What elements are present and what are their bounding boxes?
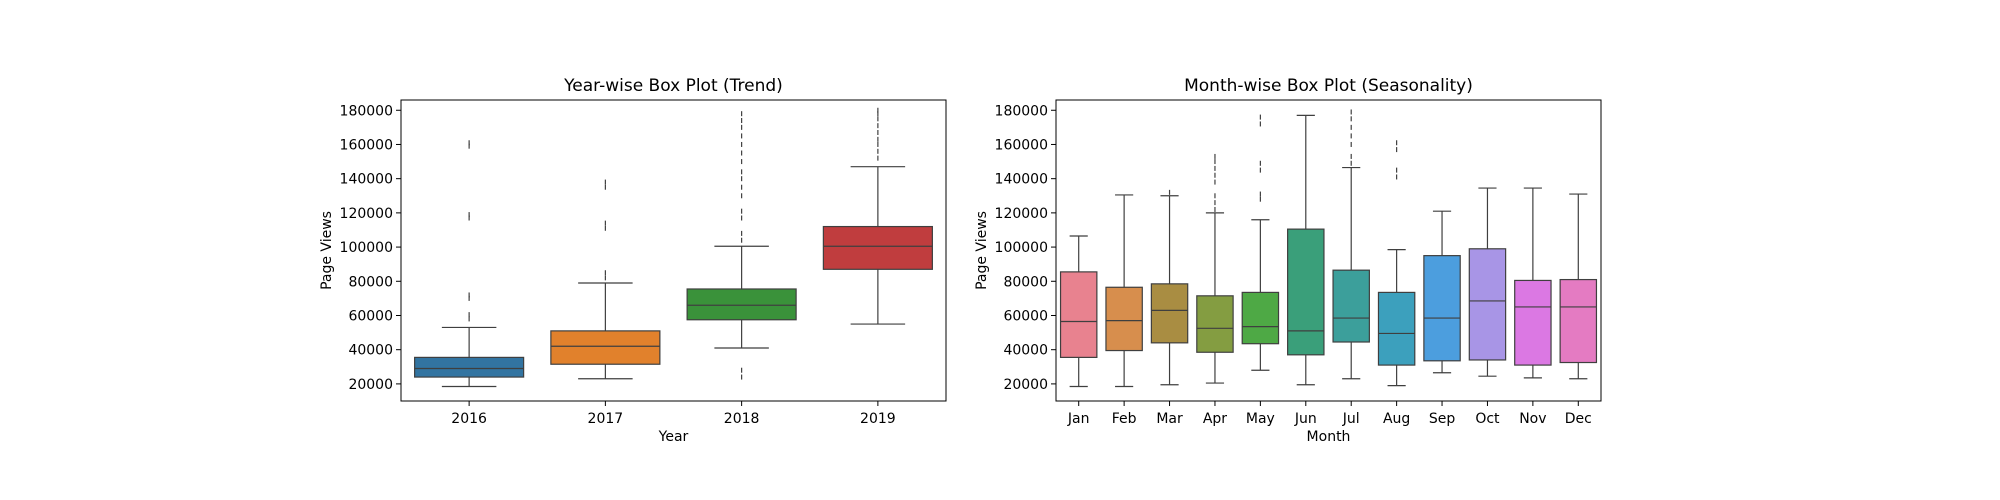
y-tick-label: 100000 <box>995 240 1048 256</box>
box-2018-group <box>686 111 797 380</box>
box-Apr-group <box>1196 153 1234 384</box>
box-Jun-group <box>1287 114 1325 386</box>
x-tick-label: Jun <box>1294 411 1317 427</box>
box-Aug-iqr <box>1377 291 1416 366</box>
y-tick-label: 60000 <box>1003 308 1048 324</box>
y-tick-label: 140000 <box>995 172 1048 188</box>
y-tick-label: 160000 <box>340 137 393 153</box>
box-2017-group <box>550 179 661 380</box>
box-Nov-group <box>1514 187 1552 379</box>
x-tick-label: Jul <box>1342 411 1360 427</box>
box-Jun-iqr <box>1287 228 1325 356</box>
y-tick-label: 80000 <box>1003 274 1048 290</box>
x-tick-label: Apr <box>1203 411 1227 427</box>
year-wise-panel: 20000 40000 60000 80000 100000 120000 140000 16… <box>319 76 947 445</box>
y-tick-label: 40000 <box>348 343 393 359</box>
x-axis-label: Year <box>658 429 689 445</box>
box-2016-group <box>414 140 525 388</box>
y-tick-label: 20000 <box>1003 377 1048 393</box>
x-tick-label: Sep <box>1429 411 1456 427</box>
box-Dec-group <box>1559 193 1598 380</box>
x-tick-label: Jan <box>1067 411 1090 427</box>
x-tick-label: 2018 <box>724 411 760 427</box>
chart-title: Month-wise Box Plot (Seasonality) <box>1184 76 1473 96</box>
x-tick-label: Feb <box>1112 411 1137 427</box>
box-Sep-iqr <box>1423 255 1461 362</box>
y-tick-label: 120000 <box>995 206 1048 222</box>
box-Aug-group <box>1377 140 1416 387</box>
box-Apr-iqr <box>1196 295 1234 353</box>
box-Jan-iqr <box>1059 271 1098 358</box>
x-axis-label: Month <box>1307 429 1351 445</box>
box-Dec-iqr <box>1559 278 1598 364</box>
box-Feb-iqr <box>1105 286 1143 352</box>
month-wise-panel: 20000 40000 60000 80000 100000 120000 140000 16… <box>974 76 1602 445</box>
y-tick-label: 40000 <box>1003 343 1048 359</box>
axes-frame <box>1055 99 1602 402</box>
box-Jul-iqr <box>1332 269 1370 343</box>
x-tick-label: Dec <box>1565 411 1592 427</box>
x-tick-label: 2016 <box>451 411 487 427</box>
x-tick-label: Aug <box>1383 411 1410 427</box>
box-2019-iqr <box>822 225 933 270</box>
box-2016-iqr <box>414 356 525 378</box>
x-tick-label: 2019 <box>860 411 896 427</box>
box-Oct-iqr <box>1468 248 1507 361</box>
y-tick-label: 180000 <box>340 103 393 119</box>
box-2019-group <box>822 107 933 325</box>
box-Feb-group <box>1105 194 1143 388</box>
box-May-group <box>1241 114 1280 371</box>
y-tick-label: 180000 <box>995 103 1048 119</box>
y-axis-label: Page Views <box>974 211 990 290</box>
y-tick-label: 160000 <box>995 137 1048 153</box>
y-tick-label: 120000 <box>340 206 393 222</box>
x-tick-label: Mar <box>1156 411 1183 427</box>
y-tick-label: 100000 <box>340 240 393 256</box>
box-Mar-group <box>1150 189 1189 386</box>
box-Oct-group <box>1468 187 1507 377</box>
box-2018-iqr <box>686 288 797 321</box>
axes-frame <box>400 99 947 402</box>
y-tick-label: 140000 <box>340 172 393 188</box>
y-axis-label: Page Views <box>319 211 335 290</box>
box-May-iqr <box>1241 291 1280 345</box>
box-Sep-group <box>1423 210 1461 374</box>
y-tick-label: 60000 <box>348 308 393 324</box>
box-2017-iqr <box>550 330 661 365</box>
y-tick-label: 80000 <box>348 274 393 290</box>
box-Mar-iqr <box>1150 283 1189 344</box>
x-tick-label: Nov <box>1519 411 1546 427</box>
chart-title: Year-wise Box Plot (Trend) <box>563 76 783 96</box>
y-tick-label: 20000 <box>348 377 393 393</box>
x-tick-label: 2017 <box>588 411 624 427</box>
box-Jan-group <box>1059 235 1098 388</box>
x-tick-label: May <box>1246 411 1275 427</box>
x-tick-label: Oct <box>1475 411 1500 427</box>
box-Nov-iqr <box>1514 279 1552 366</box>
box-Jul-group <box>1332 109 1370 380</box>
